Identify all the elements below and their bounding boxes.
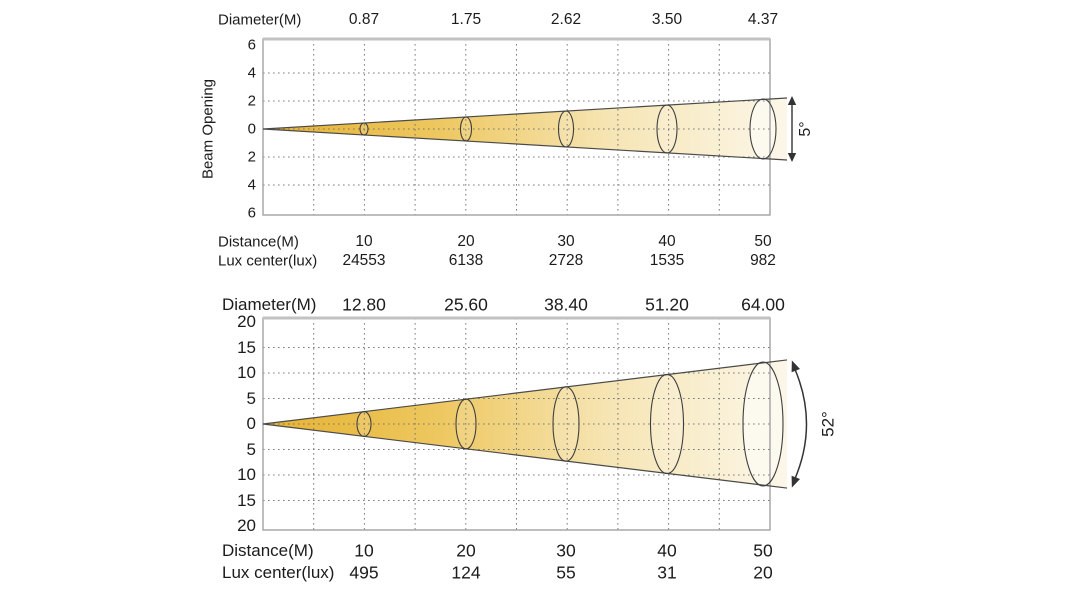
lux-value: 24553: [342, 252, 386, 269]
beam-ellipse: [459, 116, 473, 142]
beam-ellipse-fill: [657, 105, 677, 153]
diameter-value: 51.20: [645, 294, 689, 315]
diameter-row-label: Diameter(M): [222, 295, 317, 314]
y-tick-label: 6: [247, 36, 256, 54]
plot-grid: [263, 318, 771, 530]
diameter-value: 25.60: [444, 294, 488, 315]
diameter-row-label: Diameter(M): [218, 11, 302, 29]
arrowhead-up-icon: [787, 96, 797, 105]
beam-ellipse-fill: [558, 111, 574, 147]
diameter-value: 38.40: [544, 294, 588, 315]
beam-ellipse: [455, 398, 477, 450]
y-tick-label: 0: [246, 414, 256, 433]
y-tick-label: 20: [237, 312, 256, 331]
y-tick-label: 6: [247, 204, 256, 222]
distance-value: 50: [753, 540, 773, 561]
y-tick-label: 10: [237, 363, 256, 382]
lux-value: 1535: [649, 252, 685, 269]
lux-value: 20: [753, 562, 773, 583]
distance-value: 30: [557, 233, 575, 250]
distance-row-label: Distance(M): [222, 541, 314, 560]
y-tick-label: 5: [246, 439, 256, 459]
beam-cone: [263, 97, 787, 161]
lux-value: 2728: [548, 252, 584, 269]
diameter-value: 1.75: [450, 11, 482, 28]
y-axis-label: Beam Opening: [199, 78, 217, 180]
arrowhead-up-icon: [791, 360, 800, 373]
beam-angle-label: 5°: [797, 121, 814, 136]
beam-ellipse-fill: [650, 374, 684, 474]
lux-row-label: Lux center(lux): [218, 252, 318, 270]
distance-value: 10: [354, 540, 374, 561]
beam-cone: [263, 359, 787, 489]
diameter-value: 64.00: [741, 294, 785, 315]
y-tick-label: 2: [247, 92, 256, 110]
y-tick-label: 10: [237, 465, 256, 484]
distance-value: 30: [556, 540, 576, 561]
diameter-value: 4.37: [747, 11, 779, 28]
lux-value: 124: [451, 562, 481, 583]
beam-plot: 52°: [262, 316, 837, 531]
beam-ellipse: [656, 104, 678, 154]
beam-angle-arrow: [793, 366, 808, 482]
distance-value: 40: [657, 540, 677, 561]
distance-value: 40: [658, 233, 676, 250]
lux-value: 55: [556, 562, 576, 583]
lux-value: 495: [349, 562, 379, 583]
beam-outline-bottom: [262, 423, 788, 489]
arrowhead-down-icon: [787, 153, 797, 162]
y-tick-label: 15: [237, 337, 256, 357]
beam-plot: 5°: [262, 37, 814, 216]
beam-angle-label: 52°: [818, 411, 837, 437]
diameter-value: 2.62: [550, 11, 582, 28]
beam-ellipse: [557, 110, 575, 148]
beam-ellipse-fill: [553, 386, 579, 462]
diameter-value: 12.80: [342, 294, 386, 315]
beam-ellipse: [552, 386, 580, 462]
diameter-value: 3.50: [651, 11, 683, 28]
y-tick-label: 20: [237, 516, 256, 535]
y-tick-label: 0: [247, 120, 256, 138]
y-tick-label: 4: [247, 64, 256, 82]
beam-ellipse: [742, 361, 784, 487]
y-tick-label: 2: [247, 148, 256, 166]
distance-value: 50: [754, 233, 772, 250]
y-tick-label: 4: [247, 176, 256, 194]
beam-ellipse: [749, 98, 777, 160]
beam-ellipse: [356, 411, 372, 437]
beam-outline-bottom: [262, 128, 788, 161]
y-tick-label: 5: [246, 388, 256, 408]
arrowhead-down-icon: [791, 475, 800, 488]
lux-value: 982: [750, 252, 776, 269]
distance-value: 10: [355, 233, 373, 250]
beam-outline-top: [262, 359, 788, 425]
lux-value: 6138: [448, 252, 484, 269]
lux-row-label: Lux center(lux): [222, 563, 335, 582]
y-tick-label: 15: [237, 490, 256, 510]
beam-outline-top: [262, 97, 788, 130]
distance-value: 20: [456, 540, 476, 561]
beam-ellipse: [649, 373, 685, 475]
diameter-value: 0.87: [348, 11, 380, 28]
distance-row-label: Distance(M): [218, 233, 299, 251]
lux-value: 31: [657, 562, 677, 583]
beam-ellipse: [359, 122, 369, 136]
distance-value: 20: [457, 233, 475, 250]
